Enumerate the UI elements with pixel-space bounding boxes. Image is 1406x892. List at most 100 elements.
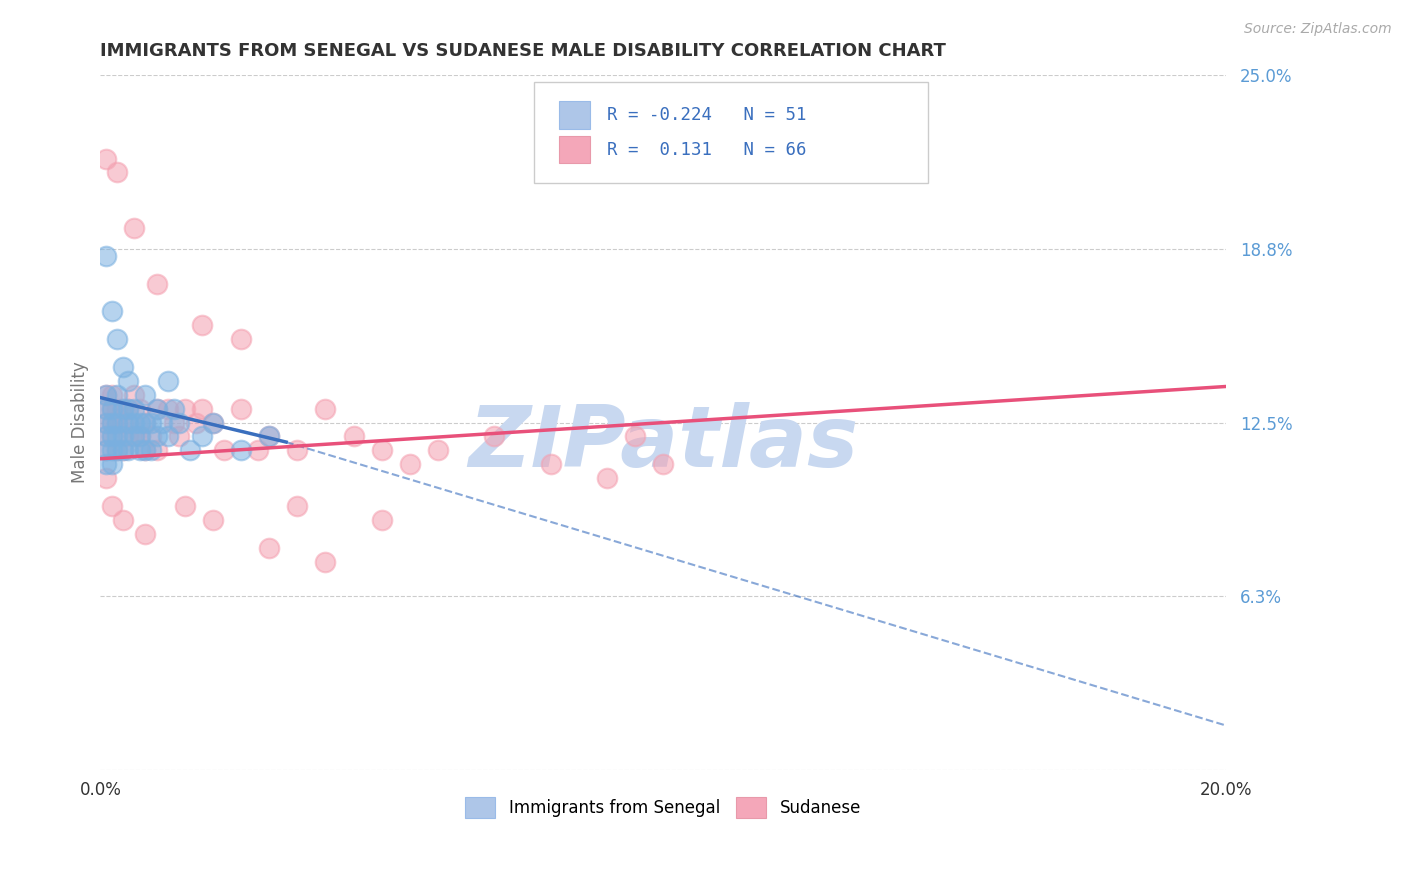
Point bbox=[105, 332, 128, 346]
Point bbox=[134, 443, 156, 458]
Point bbox=[105, 416, 128, 430]
Point bbox=[134, 416, 156, 430]
Point bbox=[315, 401, 337, 416]
Point bbox=[111, 443, 134, 458]
Point bbox=[94, 401, 117, 416]
Point bbox=[94, 249, 117, 263]
Point bbox=[100, 458, 122, 472]
Point bbox=[139, 416, 162, 430]
Point bbox=[94, 443, 117, 458]
Point bbox=[190, 429, 212, 443]
Point bbox=[105, 388, 128, 402]
Point bbox=[122, 429, 145, 443]
Point bbox=[201, 513, 224, 527]
Point bbox=[246, 443, 269, 458]
Point bbox=[190, 401, 212, 416]
Point bbox=[100, 443, 122, 458]
Text: Source: ZipAtlas.com: Source: ZipAtlas.com bbox=[1244, 22, 1392, 37]
Point bbox=[117, 374, 139, 388]
Point bbox=[229, 401, 252, 416]
Point bbox=[100, 401, 122, 416]
Point bbox=[139, 443, 162, 458]
Point bbox=[128, 429, 150, 443]
Point bbox=[184, 416, 207, 430]
Point bbox=[100, 304, 122, 318]
Point bbox=[94, 471, 117, 485]
Point bbox=[100, 388, 122, 402]
Point bbox=[94, 416, 117, 430]
Point bbox=[122, 388, 145, 402]
Point bbox=[122, 401, 145, 416]
Point bbox=[111, 429, 134, 443]
Point bbox=[285, 499, 308, 513]
Point bbox=[94, 388, 117, 402]
Point bbox=[371, 443, 394, 458]
Point bbox=[122, 416, 145, 430]
Point bbox=[100, 401, 122, 416]
Point bbox=[117, 429, 139, 443]
Point bbox=[229, 443, 252, 458]
Point bbox=[145, 277, 167, 291]
Point bbox=[540, 458, 562, 472]
Point bbox=[111, 359, 134, 374]
Point bbox=[117, 416, 139, 430]
Point bbox=[173, 499, 195, 513]
Point bbox=[201, 416, 224, 430]
Point bbox=[105, 443, 128, 458]
Point bbox=[117, 401, 139, 416]
Point bbox=[257, 541, 280, 555]
Point bbox=[94, 429, 117, 443]
Point bbox=[105, 443, 128, 458]
Point bbox=[399, 458, 422, 472]
Point bbox=[134, 443, 156, 458]
Point bbox=[145, 401, 167, 416]
FancyBboxPatch shape bbox=[558, 101, 591, 128]
Point bbox=[100, 416, 122, 430]
Point bbox=[162, 401, 184, 416]
Point bbox=[156, 429, 179, 443]
Point bbox=[167, 416, 190, 430]
Point bbox=[94, 429, 117, 443]
Point bbox=[105, 401, 128, 416]
Point bbox=[128, 443, 150, 458]
Point bbox=[134, 416, 156, 430]
Point bbox=[484, 429, 506, 443]
Point bbox=[100, 429, 122, 443]
FancyBboxPatch shape bbox=[558, 136, 591, 163]
Point bbox=[105, 416, 128, 430]
Point bbox=[111, 513, 134, 527]
Point bbox=[117, 416, 139, 430]
Point bbox=[122, 221, 145, 235]
Point bbox=[156, 401, 179, 416]
Point bbox=[100, 429, 122, 443]
Point bbox=[624, 429, 647, 443]
Point bbox=[150, 416, 173, 430]
Point bbox=[139, 429, 162, 443]
Point bbox=[94, 458, 117, 472]
Point bbox=[94, 443, 117, 458]
Point bbox=[162, 416, 184, 430]
Point bbox=[145, 429, 167, 443]
Point bbox=[134, 388, 156, 402]
Point bbox=[94, 401, 117, 416]
Text: R =  0.131   N = 66: R = 0.131 N = 66 bbox=[607, 141, 807, 159]
Point bbox=[117, 443, 139, 458]
Point bbox=[122, 429, 145, 443]
Legend: Immigrants from Senegal, Sudanese: Immigrants from Senegal, Sudanese bbox=[458, 790, 868, 824]
Point bbox=[145, 401, 167, 416]
Point bbox=[128, 429, 150, 443]
Point bbox=[190, 318, 212, 333]
Point bbox=[167, 429, 190, 443]
Point bbox=[105, 165, 128, 179]
Text: ZIPatlas: ZIPatlas bbox=[468, 402, 858, 485]
Text: IMMIGRANTS FROM SENEGAL VS SUDANESE MALE DISABILITY CORRELATION CHART: IMMIGRANTS FROM SENEGAL VS SUDANESE MALE… bbox=[100, 42, 946, 60]
Point bbox=[596, 471, 619, 485]
Point bbox=[257, 429, 280, 443]
Point bbox=[128, 416, 150, 430]
Point bbox=[100, 416, 122, 430]
Point bbox=[179, 443, 201, 458]
Point bbox=[229, 332, 252, 346]
Point bbox=[652, 458, 675, 472]
Point bbox=[285, 443, 308, 458]
Point bbox=[371, 513, 394, 527]
